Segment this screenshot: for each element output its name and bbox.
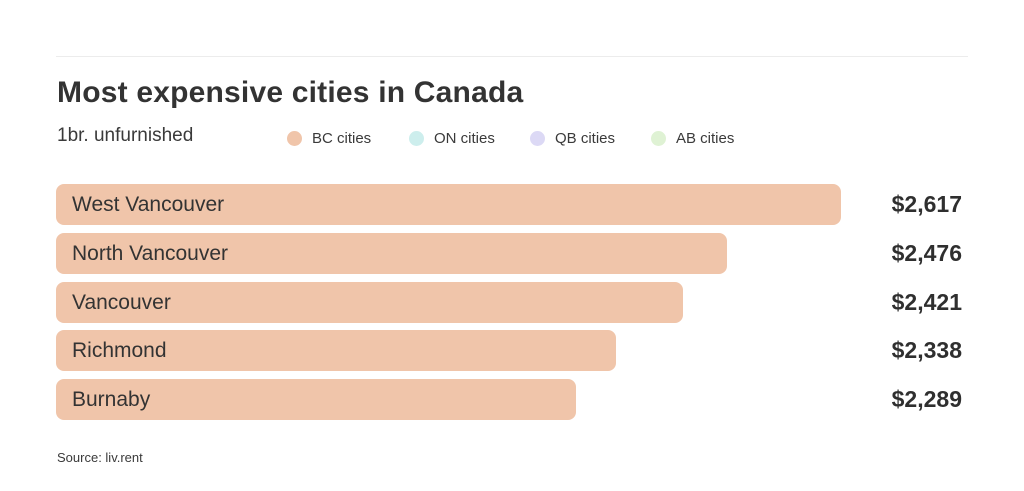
legend-swatch: [287, 130, 302, 146]
data-label: $2,617: [891, 191, 962, 217]
legend-label: AB cities: [676, 129, 735, 147]
source-note: Source: liv.rent: [57, 450, 143, 465]
legend-item: BC cities: [287, 127, 371, 149]
legend-item: ON cities: [409, 127, 495, 149]
legend-label: QB cities: [555, 129, 616, 147]
bar-label: Vancouver: [72, 291, 171, 314]
legend-item: AB cities: [651, 127, 734, 149]
data-label: $2,338: [891, 337, 962, 363]
data-label: $2,421: [891, 289, 962, 315]
bar: [56, 330, 616, 371]
legend-item: QB cities: [530, 127, 615, 149]
data-label: $2,476: [891, 240, 962, 266]
legend-swatch: [409, 130, 424, 146]
bar-label: Burnaby: [72, 388, 151, 411]
legend-swatch: [651, 130, 666, 146]
legend-label: ON cities: [434, 129, 495, 147]
bar: [56, 233, 728, 274]
chart-subtitle: 1br. unfurnished: [57, 125, 194, 146]
top-divider: [56, 56, 968, 57]
chart-title: Most expensive cities in Canada: [57, 76, 524, 109]
bar: [56, 184, 841, 225]
bar-label: Richmond: [72, 339, 167, 362]
bar: [56, 282, 683, 323]
bar: [56, 379, 576, 420]
bar-label: West Vancouver: [72, 193, 225, 216]
bar-label: North Vancouver: [72, 242, 229, 265]
legend-swatch: [530, 130, 545, 146]
legend-label: BC cities: [312, 129, 372, 147]
data-label: $2,289: [891, 386, 962, 412]
